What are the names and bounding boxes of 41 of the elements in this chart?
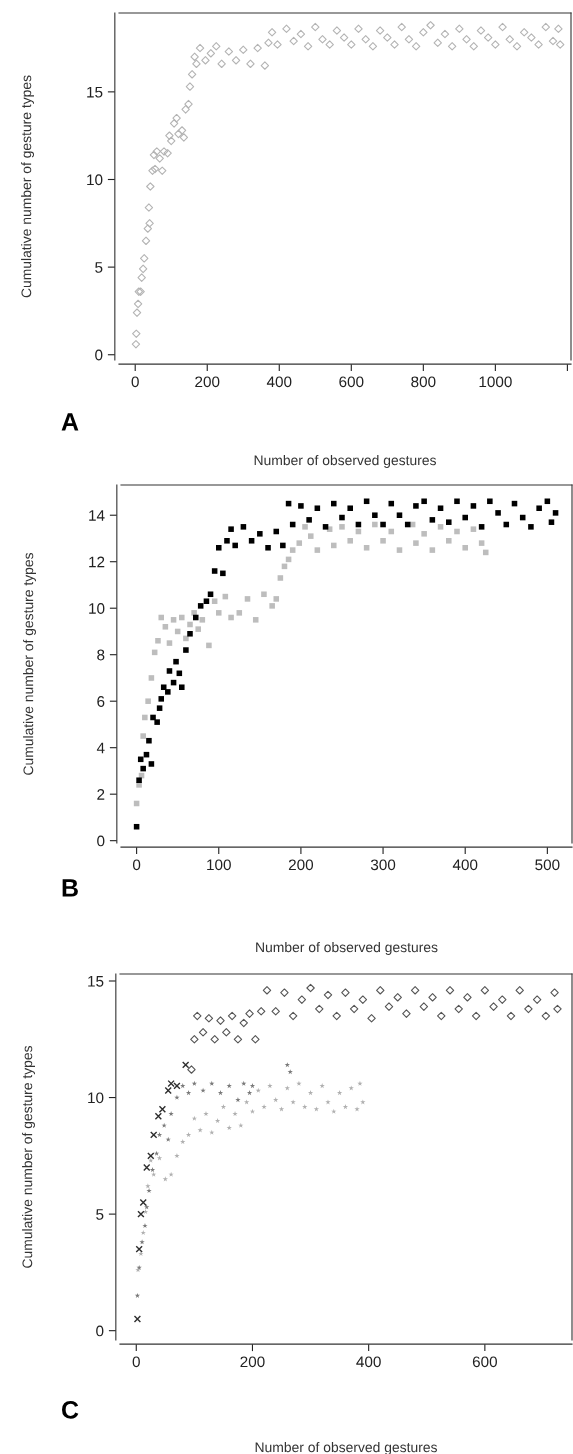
text: B [62, 879, 78, 897]
y-tick-label: 12 [89, 556, 105, 568]
x-tick-label: 200 [240, 1356, 265, 1368]
x-tick-label: 600 [472, 1356, 497, 1368]
x-tick-label: 0 [131, 376, 139, 388]
text: A [61, 413, 79, 431]
y-axis-title: Cumulative number of gesture types [23, 552, 36, 775]
y-tick-label: 14 [89, 510, 105, 521]
x-tick-label: 0 [132, 859, 141, 871]
y-tick-label: 4 [96, 742, 105, 754]
y-tick-label: 15 [87, 86, 103, 98]
y-tick-label: 0 [97, 835, 105, 847]
y-tick-label: 5 [95, 262, 103, 273]
y-tick-label: 6 [97, 696, 105, 707]
x-tick-label: 400 [266, 376, 292, 388]
x-tick-label: 1000 [479, 376, 512, 388]
x-tick-label: 800 [411, 376, 436, 388]
x-tick-label: 600 [339, 376, 364, 388]
x-tick-label: 400 [452, 859, 478, 871]
y-tick-label: 15 [88, 976, 104, 987]
x-tick-label: 200 [288, 859, 314, 871]
text: C [62, 1401, 79, 1419]
y-tick-label: 10 [87, 174, 103, 186]
x-tick-label: 400 [356, 1356, 381, 1368]
x-axis-title: Number of observed gestures [255, 1442, 437, 1454]
y-axis-title: Cumulative number of gesture types [22, 1045, 35, 1268]
x-axis-title: Number of observed gestures [256, 942, 438, 955]
x-tick-label: 500 [535, 859, 560, 871]
y-tick-label: 0 [96, 1325, 104, 1337]
y-tick-label: 10 [88, 1092, 104, 1104]
x-axis-title: Number of observed gestures [254, 455, 436, 468]
x-tick-label: 200 [195, 376, 220, 388]
y-axis-title: Cumulative number of gesture types [21, 75, 34, 298]
x-tick-label: 300 [370, 859, 396, 871]
y-tick-label: 2 [97, 789, 105, 800]
y-tick-label: 0 [95, 349, 103, 361]
y-tick-label: 8 [97, 649, 105, 661]
x-tick-label: 100 [207, 859, 231, 871]
y-tick-label: 10 [89, 603, 105, 614]
x-tick-label: 0 [132, 1356, 140, 1368]
y-tick-label: 5 [96, 1209, 104, 1220]
